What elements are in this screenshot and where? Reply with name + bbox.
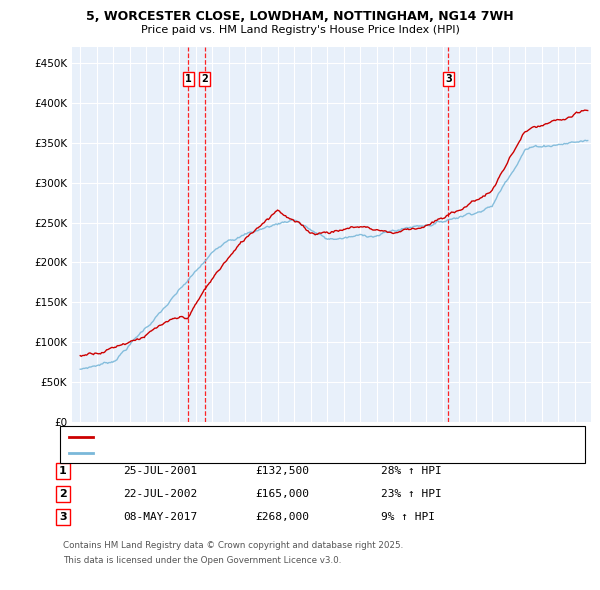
Text: 3: 3 [445,74,452,84]
Text: 1: 1 [59,466,67,476]
Text: 5, WORCESTER CLOSE, LOWDHAM, NOTTINGHAM, NG14 7WH: 5, WORCESTER CLOSE, LOWDHAM, NOTTINGHAM,… [86,10,514,23]
Text: 1: 1 [185,74,191,84]
Text: 9% ↑ HPI: 9% ↑ HPI [381,512,435,522]
Text: 2: 2 [59,489,67,499]
Text: 28% ↑ HPI: 28% ↑ HPI [381,466,442,476]
Text: 08-MAY-2017: 08-MAY-2017 [123,512,197,522]
Text: £165,000: £165,000 [255,489,309,499]
Text: 25-JUL-2001: 25-JUL-2001 [123,466,197,476]
Text: £132,500: £132,500 [255,466,309,476]
Text: 23% ↑ HPI: 23% ↑ HPI [381,489,442,499]
Text: Price paid vs. HM Land Registry's House Price Index (HPI): Price paid vs. HM Land Registry's House … [140,25,460,35]
Text: 22-JUL-2002: 22-JUL-2002 [123,489,197,499]
Text: £268,000: £268,000 [255,512,309,522]
Text: Contains HM Land Registry data © Crown copyright and database right 2025.: Contains HM Land Registry data © Crown c… [63,541,403,550]
Text: This data is licensed under the Open Government Licence v3.0.: This data is licensed under the Open Gov… [63,556,341,565]
Text: HPI: Average price, detached house, Newark and Sherwood: HPI: Average price, detached house, Newa… [97,448,394,458]
Text: 3: 3 [59,512,67,522]
Text: 2: 2 [202,74,208,84]
Text: 5, WORCESTER CLOSE, LOWDHAM, NOTTINGHAM, NG14 7WH (detached house): 5, WORCESTER CLOSE, LOWDHAM, NOTTINGHAM,… [97,432,494,442]
